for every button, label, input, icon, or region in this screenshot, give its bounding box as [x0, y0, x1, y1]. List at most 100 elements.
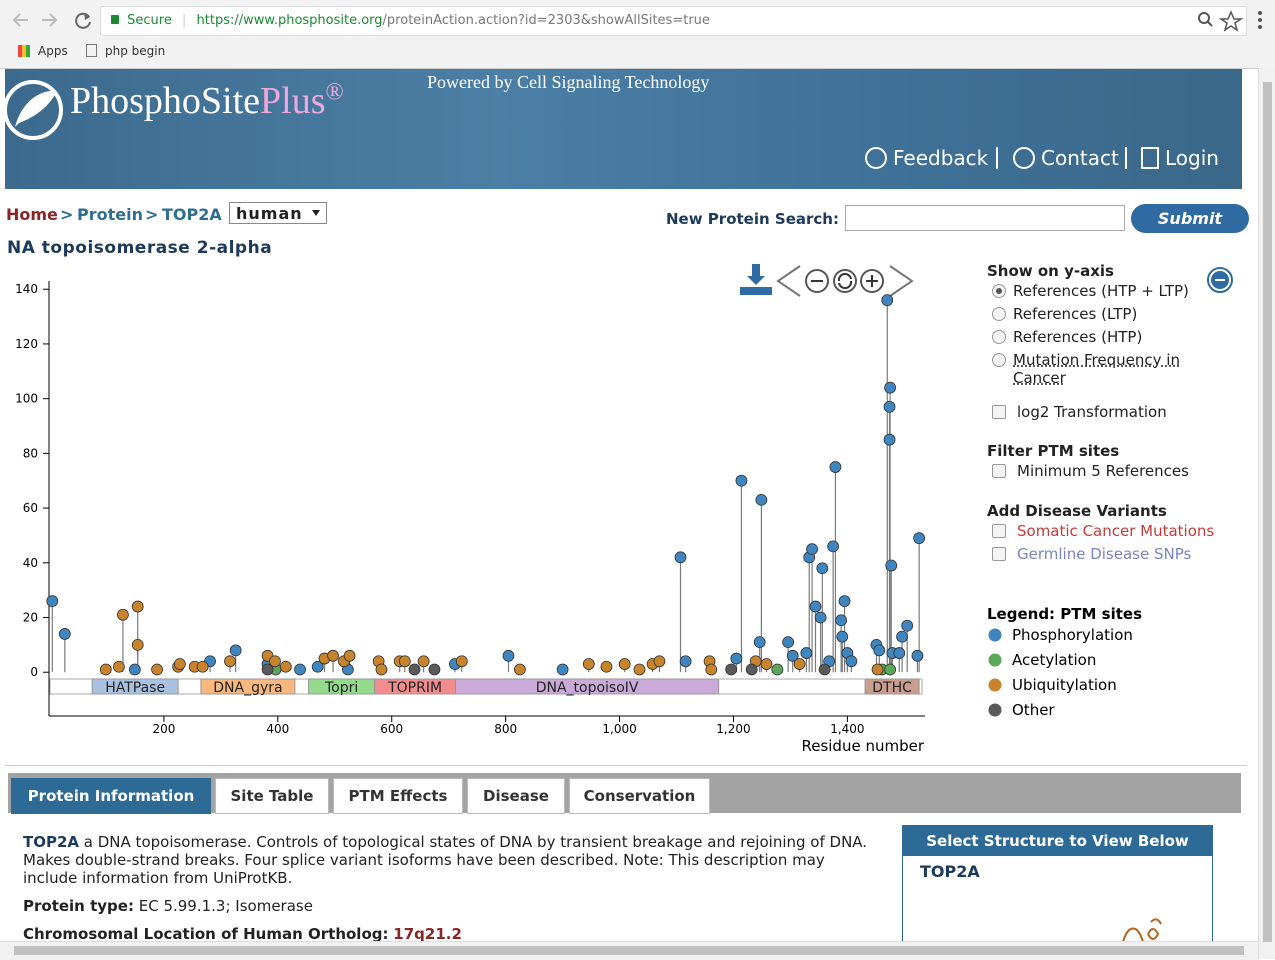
nav-item[interactable]: Browse — [491, 226, 561, 248]
tab[interactable]: PTM Effects — [333, 778, 463, 814]
option-label[interactable]: References (HTP + LTP) — [1013, 282, 1189, 300]
ptm-site — [884, 663, 897, 676]
bookmark-label[interactable]: php begin — [105, 44, 166, 58]
tab-active[interactable]: Protein Information — [11, 778, 211, 814]
url-path: /proteinAction.action?id=2303&showAllSit… — [382, 13, 710, 28]
login-link[interactable]: Login — [1141, 146, 1219, 170]
horizontal-scrollbar[interactable] — [0, 941, 1258, 960]
chart-toolbar[interactable] — [740, 264, 914, 297]
ptm-site — [845, 655, 858, 668]
legend-swatch — [988, 703, 1002, 717]
radio-option[interactable]: References (LTP) — [987, 303, 1247, 326]
ptm-site — [261, 663, 274, 676]
domain — [455, 678, 720, 695]
logo-plus[interactable]: Plus — [260, 80, 326, 122]
search-input[interactable] — [845, 205, 1125, 231]
option-label[interactable]: Somatic Cancer Mutations — [1017, 522, 1215, 540]
radio-option[interactable]: References (HTP) — [987, 326, 1247, 349]
ptm-site — [809, 600, 822, 613]
link-text[interactable]: Feedback — [893, 146, 989, 170]
tab[interactable]: Site Table — [215, 778, 329, 814]
tab[interactable]: Conservation — [569, 778, 710, 814]
collapse-button[interactable] — [1207, 267, 1233, 293]
structure-thumb[interactable] — [1118, 914, 1178, 944]
feedback-link[interactable]: Feedback — [865, 146, 988, 170]
link-text[interactable]: Login — [1165, 146, 1219, 170]
crumb[interactable]: Home — [6, 205, 58, 224]
x-tick-label: 400 — [266, 722, 289, 736]
option-label[interactable]: References (LTP) — [1013, 305, 1138, 323]
bookmark[interactable]: php begin — [86, 44, 165, 58]
ptm-site — [725, 663, 738, 676]
nav-item[interactable]: Home — [225, 226, 282, 248]
ptm-site — [58, 628, 71, 640]
domain-label: TOPRIM — [387, 680, 442, 696]
bookmark-label[interactable]: Apps — [38, 44, 68, 58]
option-label[interactable]: Mutation Frequency in Cancer — [1013, 351, 1180, 387]
legend-label: Other — [1012, 701, 1055, 719]
ptm-site — [398, 655, 411, 668]
legend-swatch — [988, 678, 1002, 692]
checkbox-option[interactable]: log2 Transformation — [987, 401, 1247, 424]
nav-buttons[interactable] — [10, 8, 95, 32]
ptm-site — [618, 658, 631, 670]
ptm-site — [745, 663, 758, 676]
nav-item[interactable]: Tools — [633, 226, 680, 248]
ptm-site — [294, 663, 306, 676]
chrom-location: Chromosomal Location of Human Ortholog: … — [23, 925, 883, 943]
menu-icon[interactable] — [1255, 10, 1265, 32]
link-text[interactable]: Contact — [1041, 146, 1119, 170]
ptm-site — [806, 543, 818, 556]
ptm-site — [128, 663, 141, 676]
logo-icon[interactable] — [5, 77, 67, 143]
bookmark[interactable]: Apps — [18, 44, 68, 58]
ptm-site — [836, 630, 849, 643]
ptm-site — [131, 638, 144, 651]
option-label[interactable]: Minimum 5 References — [1017, 462, 1189, 480]
radio-option[interactable]: References (HTP + LTP) — [987, 280, 1247, 303]
ptm-site — [911, 649, 924, 662]
y-tick-label: 80 — [23, 446, 38, 460]
logo-text[interactable]: PhosphoSite — [70, 80, 261, 122]
domain — [864, 678, 920, 695]
nav-item[interactable]: Search — [353, 226, 419, 248]
structure-title: Select Structure to View Below — [903, 826, 1212, 856]
ptm-site — [151, 663, 163, 676]
secure-label: Secure — [127, 13, 172, 28]
checkbox-option[interactable]: Somatic Cancer Mutations — [987, 520, 1247, 543]
nav-item[interactable]: Downloads — [755, 226, 860, 248]
structure-name[interactable]: TOP2A — [920, 862, 980, 881]
omnibox-icons[interactable] — [1196, 10, 1246, 32]
domain — [200, 678, 296, 695]
x-tick-label: 1,400 — [830, 722, 864, 736]
url-host: https://www.phosphosite.org — [196, 13, 383, 28]
option-label[interactable]: References (HTP) — [1013, 328, 1143, 346]
option-label[interactable]: log2 Transformation — [1017, 403, 1167, 421]
contact-link[interactable]: Contact — [1013, 146, 1119, 170]
legend-title: Legend: PTM sites — [987, 605, 1142, 623]
species[interactable]: human — [236, 204, 303, 223]
crumb[interactable]: Protein — [77, 205, 143, 224]
radio-option[interactable]: Mutation Frequency in Cancer — [987, 349, 1203, 387]
legend-label: Acetylation — [1012, 651, 1096, 669]
submit-button[interactable]: Submit — [1131, 204, 1249, 233]
y-tick-label: 20 — [23, 611, 38, 625]
ptm-site — [786, 649, 799, 662]
tab[interactable]: Disease — [467, 778, 565, 814]
ptm-site — [782, 636, 795, 649]
nav-item[interactable]: About — [928, 226, 985, 248]
ptm-site — [653, 655, 666, 668]
y-tick-label: 140 — [15, 282, 38, 296]
checkbox-option[interactable]: Minimum 5 References — [987, 460, 1247, 483]
ptm-site — [753, 636, 766, 649]
logo[interactable]: PhosphoSitePlus® — [70, 79, 344, 123]
field-value[interactable]: 17q21.2 — [393, 925, 462, 943]
vertical-scrollbar[interactable] — [1258, 68, 1275, 959]
species-select[interactable]: human — [229, 202, 327, 224]
checkbox-option[interactable]: Germline Disease SNPs — [987, 543, 1247, 566]
address-bar[interactable]: Secure | https://www.phosphosite.org/pro… — [100, 6, 1247, 36]
crumb-sep: > — [145, 205, 159, 224]
domain-label: HATPase — [105, 680, 165, 696]
logo-reg: ® — [325, 79, 344, 106]
option-label[interactable]: Germline Disease SNPs — [1017, 545, 1192, 563]
